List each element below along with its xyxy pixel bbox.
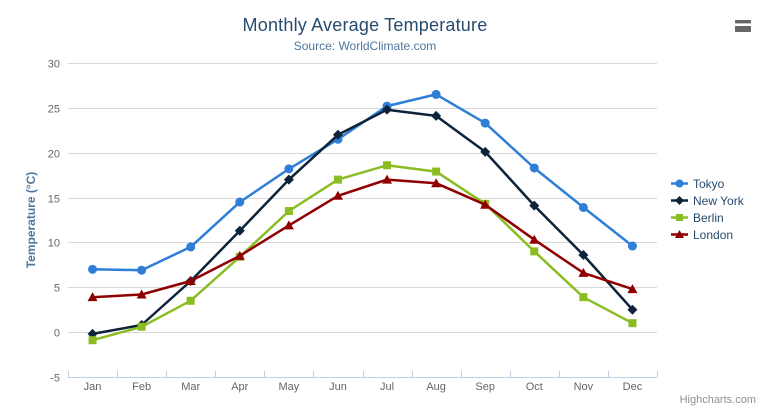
legend-marker-london-icon — [671, 230, 688, 238]
data-point-london[interactable] — [480, 199, 491, 209]
legend-item-new-york[interactable]: New York — [671, 192, 744, 209]
data-point-berlin[interactable] — [88, 336, 97, 345]
data-point-berlin[interactable] — [186, 296, 195, 305]
hamburger-menu-icon — [735, 20, 751, 32]
data-point-berlin[interactable] — [432, 167, 441, 176]
y-axis-label: 30 — [48, 59, 60, 71]
data-point-new-york[interactable] — [382, 104, 393, 115]
x-axis-label: Sep — [475, 381, 495, 393]
legend-symbol-new-york — [675, 196, 684, 205]
data-point-new-york[interactable] — [234, 225, 245, 236]
data-point-london[interactable] — [578, 267, 589, 277]
data-point-berlin[interactable] — [137, 322, 146, 331]
legend-item-berlin[interactable]: Berlin — [671, 209, 744, 226]
x-axis-label: May — [278, 381, 299, 393]
data-point-berlin[interactable] — [530, 247, 539, 256]
series-line-london — [91, 178, 634, 299]
data-point-berlin[interactable] — [628, 319, 637, 328]
data-point-new-york[interactable] — [431, 110, 442, 121]
x-axis-label: Oct — [526, 381, 543, 393]
data-point-london[interactable] — [87, 292, 98, 302]
data-point-tokyo[interactable] — [284, 164, 294, 174]
series-line-berlin — [91, 164, 634, 342]
data-point-new-york[interactable] — [480, 146, 491, 157]
legend-label: New York — [693, 193, 744, 208]
x-axis-label: Aug — [426, 381, 446, 393]
highcharts-credit-link[interactable]: Highcharts.com — [679, 394, 756, 406]
y-axis-label: 20 — [48, 149, 60, 161]
y-axis-label: 0 — [54, 328, 60, 340]
data-point-tokyo[interactable] — [186, 242, 196, 252]
x-axis-label: Feb — [132, 381, 151, 393]
data-point-berlin[interactable] — [579, 293, 588, 302]
data-point-new-york[interactable] — [283, 174, 294, 185]
data-point-london[interactable] — [627, 284, 638, 294]
data-point-london[interactable] — [431, 178, 442, 188]
legend-symbol-berlin — [676, 214, 683, 221]
y-axis-label: -5 — [50, 373, 60, 385]
data-point-london[interactable] — [234, 250, 245, 260]
y-axis-label: 10 — [48, 238, 60, 250]
legend-item-tokyo[interactable]: Tokyo — [671, 175, 744, 192]
legend-item-london[interactable]: London — [671, 226, 744, 243]
data-point-london[interactable] — [283, 220, 294, 230]
x-axis-label: Jul — [380, 381, 394, 393]
x-axis-label: Jan — [84, 381, 102, 393]
data-point-tokyo[interactable] — [480, 118, 490, 128]
data-point-tokyo[interactable] — [578, 202, 588, 212]
data-point-berlin[interactable] — [284, 207, 293, 216]
data-point-new-york[interactable] — [627, 304, 638, 315]
y-axis-label: 5 — [54, 283, 60, 295]
y-axis-label: 25 — [48, 104, 60, 116]
x-axis-label: Jun — [329, 381, 347, 393]
y-axis-label: 15 — [48, 194, 60, 206]
legend-marker-berlin-icon — [671, 214, 688, 221]
chart-subtitle: Source: WorldClimate.com — [293, 39, 437, 53]
chart-title: Monthly Average Temperature — [242, 15, 488, 35]
data-point-tokyo[interactable] — [627, 241, 637, 251]
data-point-berlin[interactable] — [383, 161, 392, 170]
legend-symbol-tokyo — [675, 179, 684, 188]
x-axis-label: Dec — [623, 381, 643, 393]
series-line-new-york — [91, 108, 634, 336]
data-point-tokyo[interactable] — [235, 197, 245, 207]
data-point-london[interactable] — [332, 190, 343, 200]
legend-marker-tokyo-icon — [671, 179, 688, 188]
data-point-new-york[interactable] — [529, 200, 540, 211]
x-axis-label: Apr — [231, 381, 248, 393]
x-axis-label: Nov — [574, 381, 594, 393]
chart-context-menu-button[interactable] — [731, 15, 755, 39]
legend-marker-new-york-icon — [671, 196, 688, 205]
data-point-tokyo[interactable] — [431, 89, 441, 99]
data-point-london[interactable] — [382, 174, 393, 184]
data-point-berlin[interactable] — [333, 175, 342, 184]
data-point-london[interactable] — [136, 289, 147, 299]
legend-label: Tokyo — [693, 176, 725, 191]
legend: Tokyo New York Berlin London — [671, 175, 744, 243]
legend-symbol-london — [675, 230, 684, 238]
data-point-new-york[interactable] — [578, 249, 589, 260]
data-point-london[interactable] — [185, 276, 196, 286]
legend-label: Berlin — [693, 210, 724, 225]
x-axis-label: Mar — [181, 381, 200, 393]
data-point-tokyo[interactable] — [529, 163, 539, 173]
legend-label: London — [693, 227, 734, 242]
series-line-tokyo — [91, 93, 634, 272]
data-point-tokyo[interactable] — [137, 265, 147, 275]
data-point-london[interactable] — [529, 234, 540, 244]
data-point-tokyo[interactable] — [88, 264, 98, 274]
data-point-new-york[interactable] — [332, 129, 343, 140]
